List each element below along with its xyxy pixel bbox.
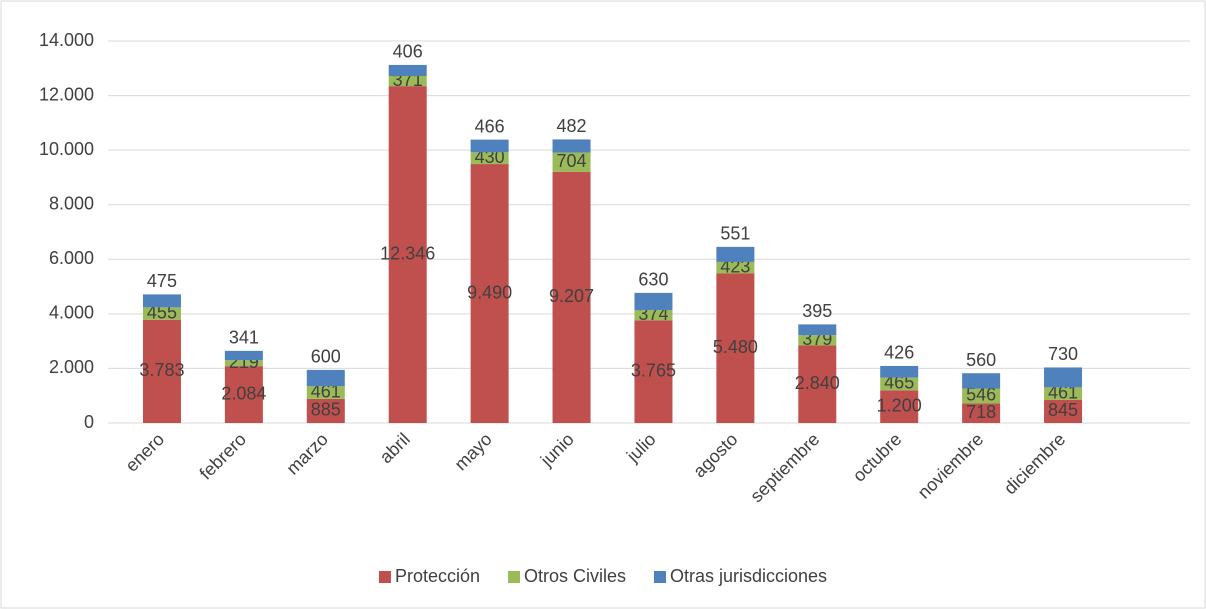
data-label: 730 [1048, 344, 1078, 364]
bar-segment [880, 365, 919, 378]
data-label: 406 [393, 42, 423, 62]
bar-segment [306, 398, 345, 423]
bar-segment [1044, 387, 1083, 400]
y-tick-label: 0 [84, 412, 94, 432]
data-label: 2.840 [795, 373, 840, 393]
bar-segment [388, 86, 427, 424]
bar-segment [142, 319, 181, 423]
y-tick-label: 8.000 [49, 193, 94, 213]
data-label: 3.783 [139, 360, 184, 380]
data-label: 466 [475, 116, 505, 136]
bar-segment [470, 164, 509, 423]
bar-segment [552, 171, 591, 423]
bar-segment [470, 152, 509, 165]
y-tick-label: 2.000 [49, 357, 94, 377]
data-label: 9.490 [467, 282, 512, 302]
data-label: 885 [311, 400, 341, 420]
data-label: 482 [557, 116, 587, 136]
bar-segment [634, 292, 673, 311]
data-label: 560 [966, 350, 996, 370]
bar-segment [634, 310, 673, 321]
data-label: 704 [557, 151, 587, 171]
data-label: 9.207 [549, 286, 594, 306]
legend-item: Protección [378, 566, 480, 586]
y-tick-label: 4.000 [49, 303, 94, 323]
bar-segment [470, 139, 509, 153]
bar-segment [798, 335, 837, 346]
bar-segment [552, 139, 591, 153]
data-label: 718 [966, 402, 996, 422]
bar-segment [798, 324, 837, 336]
legend-label: Otras jurisdicciones [670, 566, 827, 586]
bar-segment [388, 76, 427, 87]
legend-label: Otros Civiles [524, 566, 626, 586]
legend-label: Protección [395, 566, 480, 586]
data-label: 461 [311, 381, 341, 401]
data-label: 12.346 [380, 243, 435, 263]
bar-segment [716, 261, 755, 274]
bar-segment [224, 366, 263, 423]
bar-segment [224, 360, 263, 367]
bar-segment [798, 345, 837, 423]
data-label: 475 [147, 271, 177, 291]
bar-segment [962, 373, 1001, 389]
bar-segment [142, 307, 181, 320]
bar-segment [716, 273, 755, 423]
y-tick-label: 12.000 [39, 84, 94, 104]
legend-swatch [507, 571, 520, 583]
legend-swatch [378, 571, 391, 583]
data-label: 5.480 [713, 337, 758, 357]
legend-swatch [654, 571, 666, 583]
data-label: 551 [720, 224, 750, 244]
bar-segment [634, 320, 673, 423]
bar-segment [306, 386, 345, 399]
legend-item: Otras jurisdicciones [654, 566, 827, 586]
data-label: 395 [802, 301, 832, 321]
data-label: 341 [229, 328, 259, 348]
y-tick-label: 6.000 [49, 248, 94, 268]
data-label: 1.200 [877, 395, 922, 415]
bar-segment [552, 152, 591, 172]
y-tick-label: 10.000 [39, 139, 94, 159]
bar-segment [716, 246, 755, 262]
bar-segment [1044, 367, 1083, 388]
data-label: 546 [966, 385, 996, 405]
bar-segment [142, 294, 181, 308]
bar-segment [880, 390, 919, 423]
bar-segment [224, 350, 263, 361]
bar-segment [962, 388, 1001, 404]
data-label: 3.765 [631, 360, 676, 380]
data-label: 845 [1048, 400, 1078, 420]
data-label: 465 [884, 373, 914, 393]
legend-item: Otros Civiles [507, 566, 626, 586]
bar-segment [388, 64, 427, 77]
bar-segment [306, 369, 345, 387]
data-label: 600 [311, 347, 341, 367]
data-label: 461 [1048, 382, 1078, 402]
bar-segment [880, 377, 919, 391]
data-label: 630 [638, 270, 668, 290]
bar-segment [1044, 399, 1083, 423]
y-tick-label: 14.000 [39, 30, 94, 50]
bar-segment [962, 403, 1001, 423]
data-label: 426 [884, 343, 914, 363]
data-label: 2.084 [221, 383, 266, 403]
